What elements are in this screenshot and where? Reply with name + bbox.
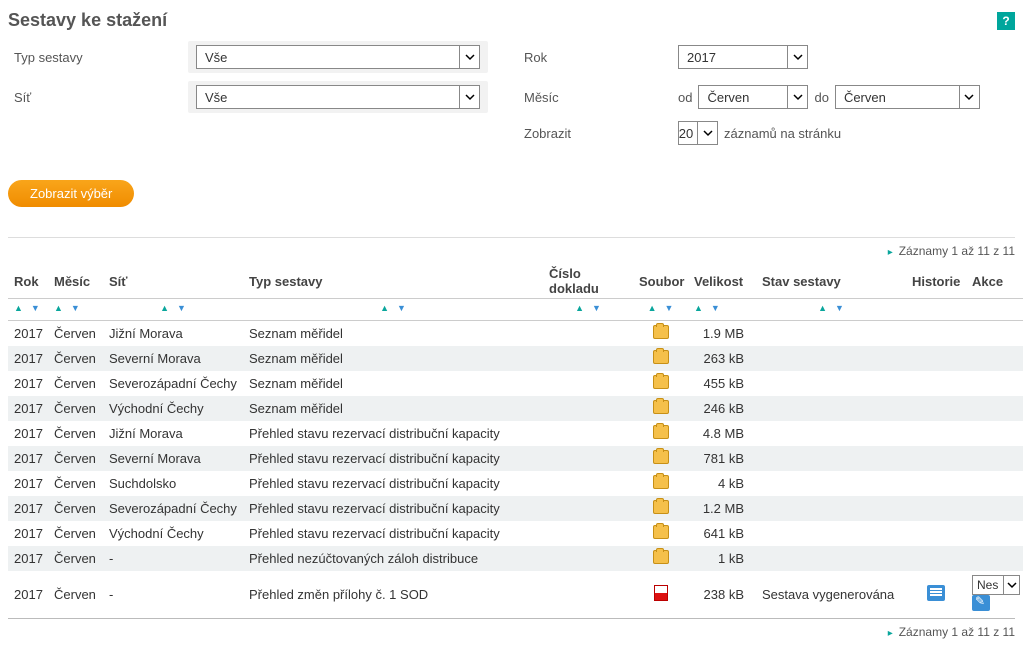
filter-mesic-od-select[interactable]: Červen <box>698 85 808 109</box>
table-row: 2017ČervenSuchdolskoPřehled stavu rezerv… <box>8 471 1023 496</box>
filter-sit-label: Síť <box>8 90 188 105</box>
folder-icon[interactable] <box>653 525 669 539</box>
sort-typ[interactable]: ▲▼ <box>380 303 406 313</box>
help-icon[interactable]: ? <box>997 12 1015 30</box>
filter-mesic-do-select[interactable]: Červen <box>835 85 980 109</box>
folder-icon[interactable] <box>653 325 669 339</box>
filter-rok-value: 2017 <box>687 50 716 65</box>
mesic-do-label: do <box>814 90 828 105</box>
col-akce: Akce <box>966 262 1023 299</box>
col-typ[interactable]: Typ sestavy <box>243 262 543 299</box>
zobrazit-suffix: záznamů na stránku <box>724 126 841 141</box>
folder-icon[interactable] <box>653 425 669 439</box>
akce-select[interactable]: Nes <box>972 575 1020 595</box>
pdf-icon[interactable] <box>654 585 668 601</box>
filter-rok-label: Rok <box>518 50 678 65</box>
chevron-down-icon <box>959 86 979 108</box>
filter-zobrazit-label: Zobrazit <box>518 126 678 141</box>
sort-stav[interactable]: ▲▼ <box>818 303 844 313</box>
mesic-od-label: od <box>678 90 692 105</box>
table-row: 2017ČervenVýchodní ČechyPřehled stavu re… <box>8 521 1023 546</box>
table-row: 2017ČervenVýchodní ČechySeznam měřidel24… <box>8 396 1023 421</box>
chevron-down-icon <box>697 122 717 144</box>
col-soubor[interactable]: Soubor <box>633 262 688 299</box>
folder-icon[interactable] <box>653 350 669 364</box>
history-icon[interactable] <box>927 585 945 601</box>
chevron-down-icon <box>459 46 479 68</box>
submit-button[interactable]: Zobrazit výběr <box>8 180 134 207</box>
results-table: Rok Měsíc Síť Typ sestavy Číslo dokladu … <box>8 262 1023 618</box>
edit-icon[interactable] <box>972 595 990 611</box>
sort-sit[interactable]: ▲▼ <box>160 303 186 313</box>
folder-icon[interactable] <box>653 375 669 389</box>
sort-velikost[interactable]: ▲▼ <box>694 303 720 313</box>
table-row: 2017ČervenJižní MoravaSeznam měřidel1.9 … <box>8 321 1023 347</box>
col-stav[interactable]: Stav sestavy <box>756 262 906 299</box>
col-doklad[interactable]: Číslo dokladu <box>543 262 633 299</box>
table-row: 2017ČervenJižní MoravaPřehled stavu reze… <box>8 421 1023 446</box>
table-row: 2017ČervenSeverní MoravaPřehled stavu re… <box>8 446 1023 471</box>
chevron-down-icon <box>459 86 479 108</box>
sort-doklad[interactable]: ▲▼ <box>575 303 601 313</box>
col-velikost[interactable]: Velikost <box>688 262 756 299</box>
sort-mesic[interactable]: ▲▼ <box>54 303 80 313</box>
sort-rok[interactable]: ▲▼ <box>14 303 40 313</box>
page-title: Sestavy ke stažení <box>8 10 167 31</box>
filter-sit-select[interactable]: Vše <box>196 85 480 109</box>
col-historie: Historie <box>906 262 966 299</box>
filter-rok-select[interactable]: 2017 <box>678 45 808 69</box>
sort-soubor[interactable]: ▲▼ <box>648 303 674 313</box>
filter-zobrazit-value: 20 <box>679 126 693 141</box>
filter-typ-value: Vše <box>205 50 227 65</box>
folder-icon[interactable] <box>653 550 669 564</box>
filter-mesic-od-value: Červen <box>707 90 749 105</box>
records-info-top: Záznamy 1 až 11 z 11 <box>8 244 1015 258</box>
col-mesic[interactable]: Měsíc <box>48 262 103 299</box>
filter-sit-value: Vše <box>205 90 227 105</box>
folder-icon[interactable] <box>653 500 669 514</box>
folder-icon[interactable] <box>653 475 669 489</box>
chevron-down-icon <box>1003 576 1019 594</box>
records-info-bottom: Záznamy 1 až 11 z 11 <box>8 625 1015 639</box>
col-sit[interactable]: Síť <box>103 262 243 299</box>
filter-typ-select[interactable]: Vše <box>196 45 480 69</box>
folder-icon[interactable] <box>653 450 669 464</box>
filter-zobrazit-select[interactable]: 20 <box>678 121 718 145</box>
chevron-down-icon <box>787 46 807 68</box>
table-row: 2017Červen-Přehled nezúčtovaných záloh d… <box>8 546 1023 571</box>
filter-mesic-label: Měsíc <box>518 90 678 105</box>
col-rok[interactable]: Rok <box>8 262 48 299</box>
table-row: 2017Červen-Přehled změn přílohy č. 1 SOD… <box>8 571 1023 618</box>
filter-mesic-do-value: Červen <box>844 90 886 105</box>
chevron-down-icon <box>787 86 807 108</box>
table-row: 2017ČervenSeverní MoravaSeznam měřidel26… <box>8 346 1023 371</box>
table-row: 2017ČervenSeverozápadní ČechyPřehled sta… <box>8 496 1023 521</box>
table-row: 2017ČervenSeverozápadní ČechySeznam měři… <box>8 371 1023 396</box>
filter-typ-label: Typ sestavy <box>8 50 188 65</box>
folder-icon[interactable] <box>653 400 669 414</box>
